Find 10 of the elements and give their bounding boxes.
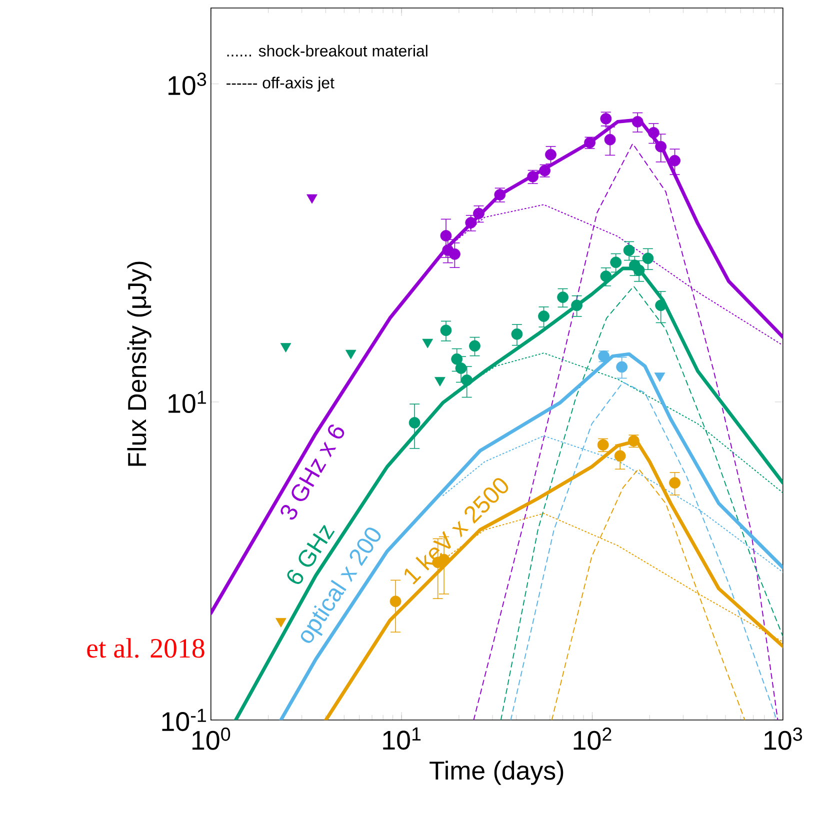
y-tick-label: 10$^{1}$ bbox=[168, 390, 206, 414]
y-tick-label: 10$^{3}$ bbox=[168, 72, 206, 96]
text: et al. 2018 bbox=[87, 638, 204, 658]
x-axis-title: Time (days) bbox=[430, 760, 564, 785]
x-tick-label: 10$^{3}$ bbox=[764, 728, 802, 750]
y-axis-title: Flux Density (μJy) bbox=[127, 262, 152, 466]
x-tick-label: 10$^{2}$ bbox=[574, 728, 612, 750]
annotation: ------ off-axis jet bbox=[226, 76, 334, 92]
x-tick-label: 10$^{1}$ bbox=[383, 728, 421, 750]
annotation: ...... shock-breakout material bbox=[227, 44, 428, 57]
